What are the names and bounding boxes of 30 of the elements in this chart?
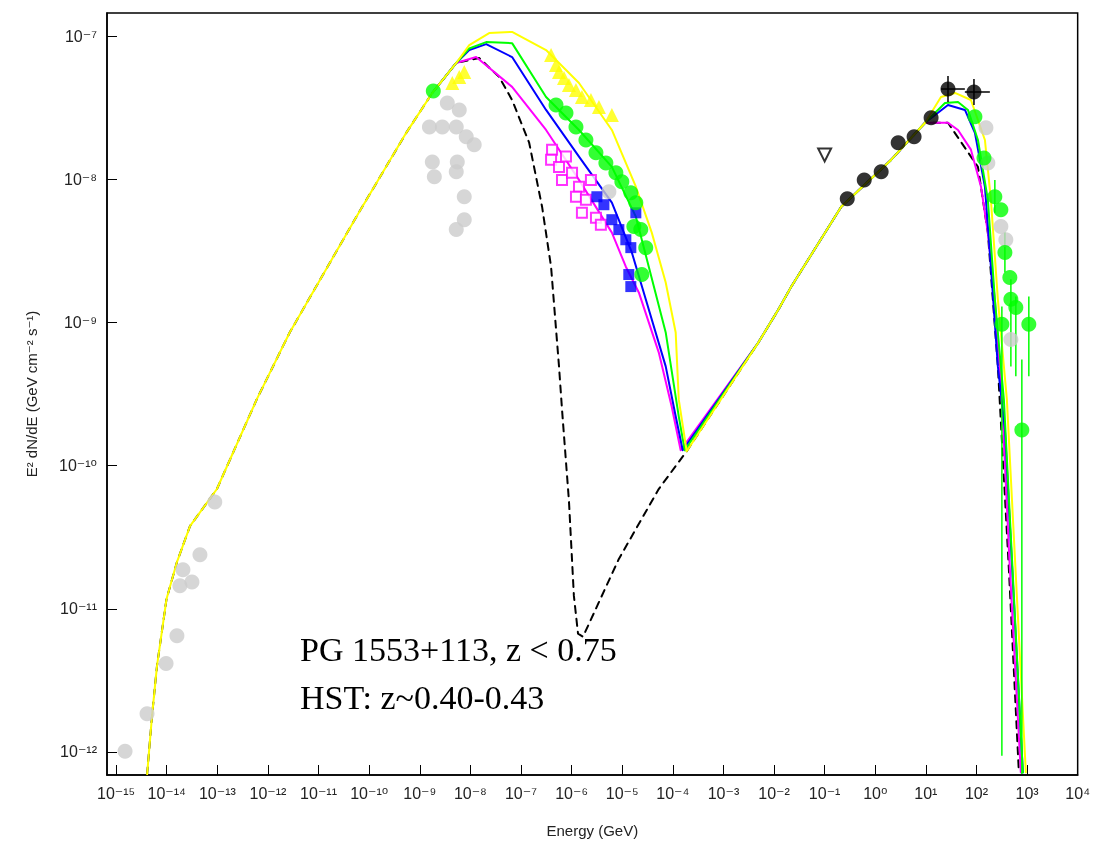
x-tick-label: 10⁻¹⁰ — [350, 784, 389, 802]
x-tick-label: 10⁻¹³ — [198, 784, 237, 802]
x-tick-label: 10⁻² — [758, 784, 791, 802]
annotation: HST: z~0.40-0.43 — [300, 678, 545, 716]
y-tick-label: 10⁻⁷ — [64, 27, 98, 45]
x-tick-label: 10⁻¹² — [249, 784, 288, 802]
x-tick-label: 10⁻¹¹ — [300, 784, 338, 802]
x-tick-label: 10¹ — [914, 784, 938, 802]
y-tick-label: 10⁻¹¹ — [60, 600, 97, 618]
x-tick-label: 10⁰ — [863, 784, 888, 802]
x-tick-label: 10⁻¹ — [808, 784, 841, 802]
x-tick-label: 10⁻⁵ — [605, 784, 639, 802]
x-tick-label: 10⁻⁸ — [453, 784, 487, 802]
x-tick-label: 10⁻⁶ — [555, 784, 589, 802]
y-tick-label: 10⁻⁹ — [63, 313, 97, 331]
y-tick-label: 10⁻¹⁰ — [59, 457, 97, 475]
x-tick-label: 10⁴ — [1065, 784, 1091, 802]
x-tick-label: 10⁻⁷ — [504, 784, 538, 802]
x-tick-label: 10³ — [1015, 784, 1040, 802]
x-tick-label: 10⁻⁴ — [656, 784, 690, 802]
annotation: PG 1553+113, z < 0.75 — [300, 630, 617, 668]
x-axis-title: Energy (GeV) — [546, 822, 639, 839]
x-tick-label: 10⁻⁹ — [403, 784, 437, 802]
x-tick-label: 10⁻³ — [707, 784, 740, 802]
y-axis-title: E² dN/dE (GeV cm⁻² s⁻¹) — [23, 310, 40, 478]
x-tick-label: 10⁻¹⁴ — [147, 784, 187, 802]
x-tick-label: 10⁻¹⁵ — [97, 784, 136, 802]
x-tick-label: 10² — [964, 784, 989, 802]
y-tick-label: 10⁻¹² — [60, 743, 98, 761]
y-tick-label: 10⁻⁸ — [64, 170, 97, 188]
